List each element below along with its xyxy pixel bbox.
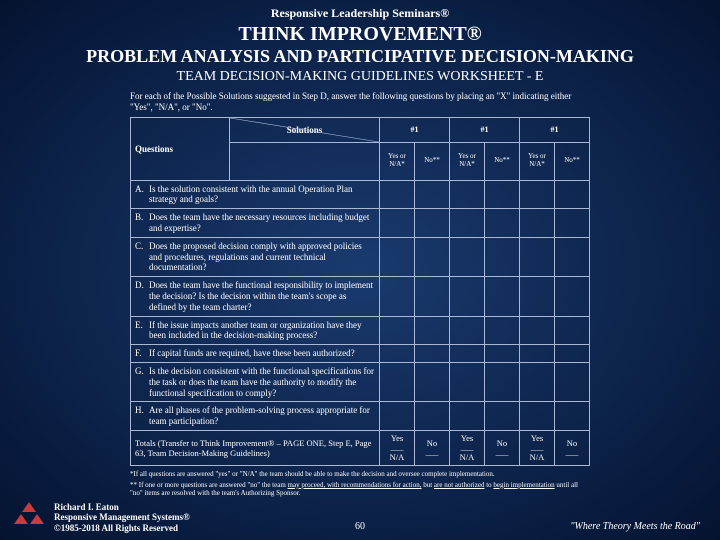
totals-label: Totals (Transfer to Think Improvement® –… (131, 430, 380, 465)
table-row: H.Are all phases of the problem-solving … (131, 402, 590, 431)
main-title-2: PROBLEM ANALYSIS AND PARTICIPATIVE DECIS… (0, 46, 720, 67)
table-row: D.Does the team have the functional resp… (131, 277, 590, 316)
footnotes: *If all questions are answered "yes" or … (130, 470, 590, 498)
table-row: F.If capital funds are required, have th… (131, 345, 590, 363)
footnote-1: *If all questions are answered "yes" or … (130, 470, 590, 479)
intro-text: For each of the Possible Solutions sugge… (130, 91, 590, 113)
table-row: E.If the issue impacts another team or o… (131, 316, 590, 345)
solutions-header: Solutions (287, 125, 323, 135)
table-row: C.Does the proposed decision comply with… (131, 237, 590, 276)
footnote-2: ** If one or more questions are answered… (130, 481, 590, 499)
totals-row: Totals (Transfer to Think Improvement® –… (131, 430, 590, 465)
col-num-3: #1 (520, 117, 590, 142)
table-row: G.Is the decision consistent with the fu… (131, 362, 590, 401)
col-num-2: #1 (450, 117, 520, 142)
table-row: A.Is the solution consistent with the an… (131, 180, 590, 209)
table-row: B.Does the team have the necessary resou… (131, 209, 590, 238)
brand-line: Responsive Leadership Seminars® (0, 0, 720, 21)
no-2: No** (485, 142, 520, 180)
author-name: Richard I. Eaton (54, 502, 190, 513)
col-num-1: #1 (380, 117, 450, 142)
subtitle: TEAM DECISION-MAKING GUIDELINES WORKSHEE… (0, 69, 720, 85)
no-1: No** (415, 142, 450, 180)
yes-na-3: Yes or N/A* (520, 142, 555, 180)
questions-header: Questions (135, 144, 173, 154)
worksheet-table: Questions Solutions #1 #1 #1 Yes or N/A*… (130, 117, 590, 466)
main-title-1: THINK IMPROVEMENT® (0, 23, 720, 46)
yes-na-1: Yes or N/A* (380, 142, 415, 180)
tagline: "Where Theory Meets the Road" (570, 521, 700, 532)
yes-na-2: Yes or N/A* (450, 142, 485, 180)
no-3: No** (555, 142, 590, 180)
